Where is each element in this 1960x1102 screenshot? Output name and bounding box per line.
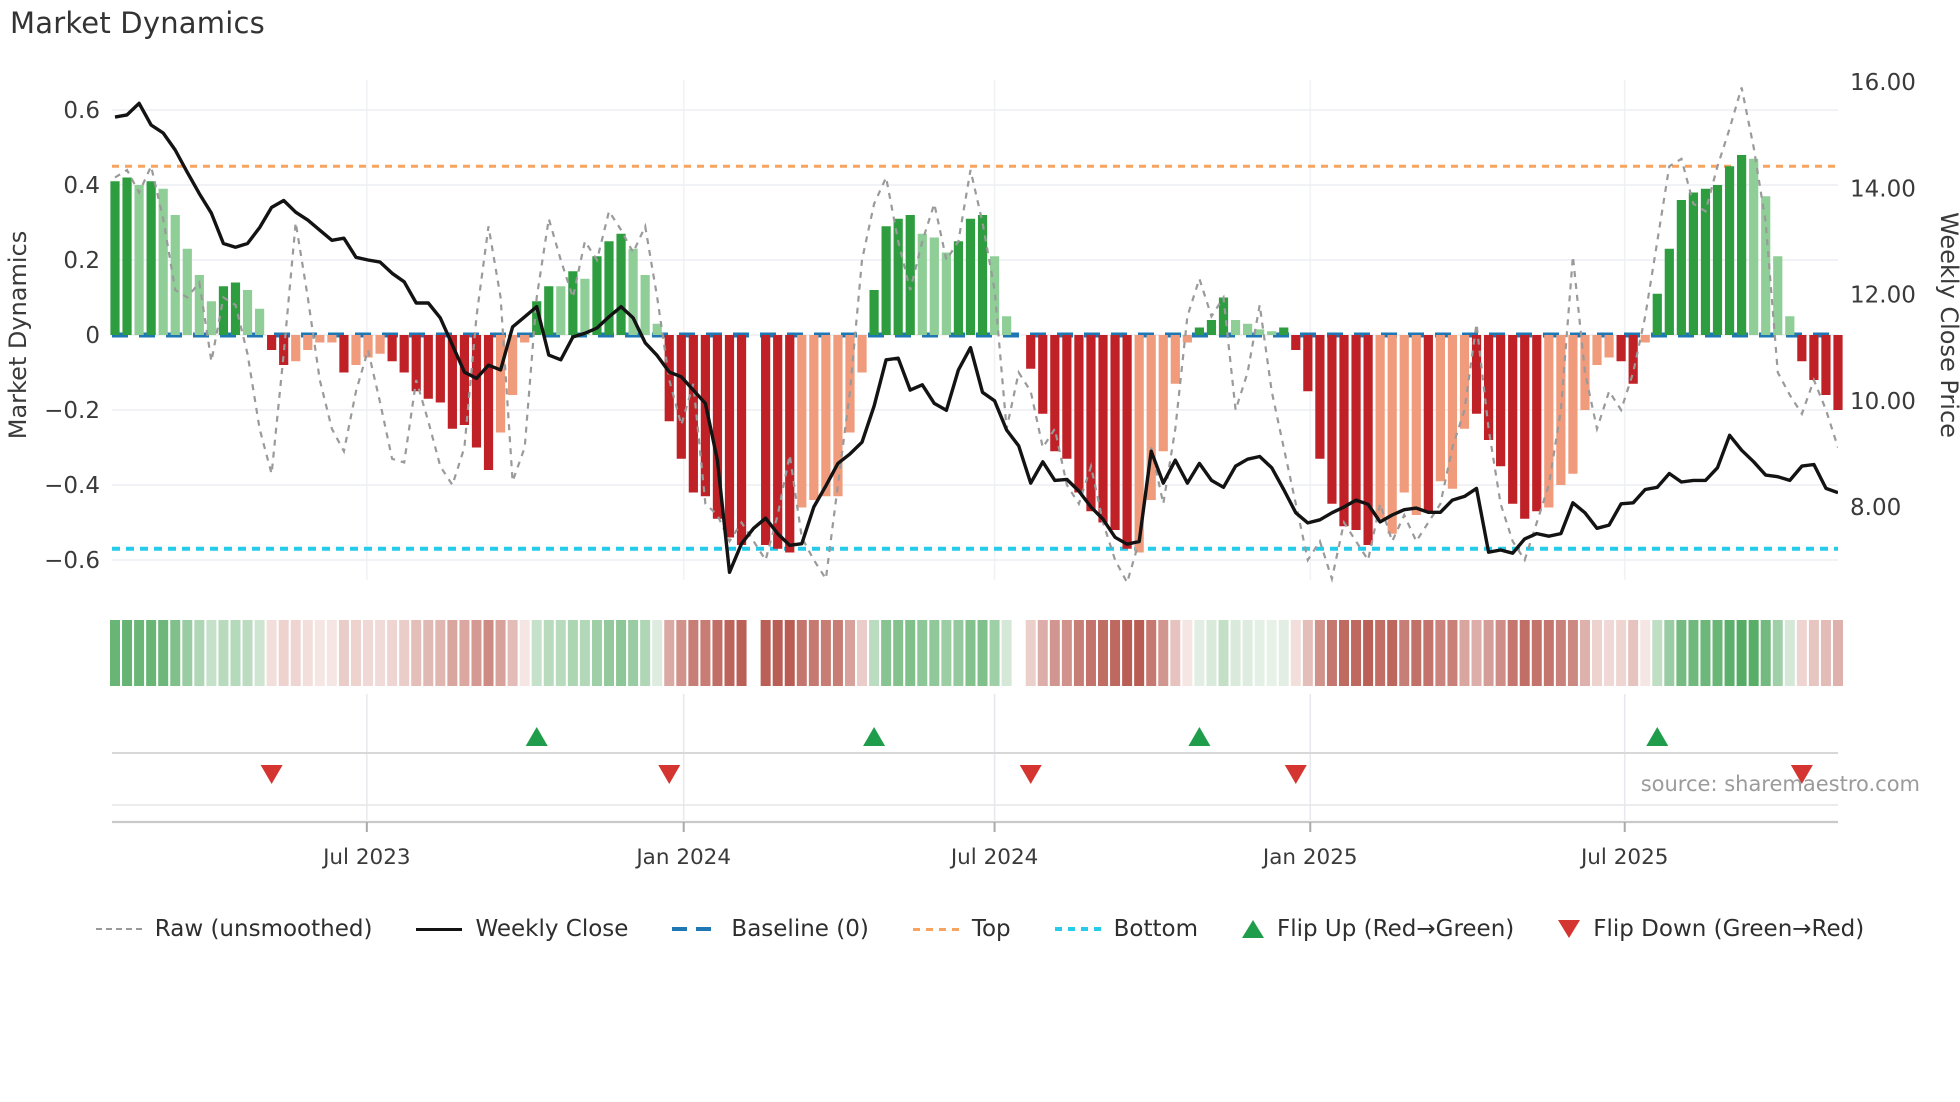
left-tick-label: 0.6	[63, 98, 100, 124]
right-tick-label: 8.00	[1850, 495, 1901, 521]
axis-titles: Market Dynamics Weekly Close Price	[4, 212, 1960, 439]
x-tick-label: Jul 2024	[949, 845, 1039, 870]
flip-down-triangle-icon	[1558, 920, 1581, 938]
flip-markers	[260, 727, 1813, 784]
chart-legend: Raw (unsmoothed) Weekly Close Baseline (…	[0, 916, 1960, 942]
weekly-close-line	[114, 101, 1838, 574]
legend-item-baseline: Baseline (0)	[672, 916, 869, 942]
flip-down-marker	[260, 765, 283, 784]
flip-down-marker	[1019, 765, 1042, 784]
left-tick-label: −0.4	[44, 473, 100, 499]
legend-item-bottom: Bottom	[1054, 916, 1199, 942]
left-tick-label: 0.2	[63, 248, 100, 274]
axis-tick-labels: 0.6 0.4 0.2 0 −0.2 −0.4 −0.6 16.00 14.00 12.00 10.…	[44, 70, 1916, 870]
legend-item-flip-up: Flip Up (Red→Green)	[1242, 916, 1514, 942]
left-tick-label: 0	[85, 323, 100, 349]
flip-down-marker	[658, 765, 681, 784]
legend-label: Top	[971, 916, 1011, 942]
marker-panel	[112, 694, 1838, 832]
baseline-dash-icon	[672, 927, 719, 931]
weekly-close-line-icon	[416, 927, 463, 931]
legend-label: Flip Up (Red→Green)	[1277, 916, 1515, 942]
legend-item-top: Top	[912, 916, 1011, 942]
right-tick-label: 16.00	[1850, 70, 1916, 96]
left-tick-label: −0.2	[44, 398, 100, 424]
x-tick-label: Jan 2025	[1261, 845, 1358, 870]
raw-line	[114, 87, 1838, 585]
legend-label: Raw (unsmoothed)	[154, 916, 373, 942]
legend-item-raw: Raw (unsmoothed)	[95, 916, 373, 942]
page-title: Market Dynamics	[10, 6, 265, 40]
flip-up-marker	[1188, 727, 1211, 746]
left-axis-title: Market Dynamics	[4, 231, 32, 439]
x-tick-label: Jul 2023	[321, 845, 411, 870]
flip-up-triangle-icon	[1242, 920, 1265, 938]
legend-label: Baseline (0)	[731, 916, 869, 942]
x-tick-label: Jan 2024	[634, 845, 731, 870]
chart-canvas: 0.6 0.4 0.2 0 −0.2 −0.4 −0.6 16.00 14.00 12.00 10.…	[4, 70, 1960, 870]
right-tick-label: 14.00	[1850, 176, 1916, 202]
flip-up-marker	[525, 727, 548, 746]
right-tick-label: 10.00	[1850, 389, 1916, 415]
source-attribution: source: sharemaestro.com	[1640, 772, 1920, 796]
right-axis-title: Weekly Close Price	[1935, 212, 1960, 438]
legend-label: Bottom	[1113, 916, 1199, 942]
flip-down-marker	[1790, 765, 1813, 784]
raw-line-icon	[95, 928, 142, 930]
legend-item-weekly-close: Weekly Close	[416, 916, 628, 942]
legend-label: Flip Down (Green→Red)	[1593, 916, 1865, 942]
legend-label: Weekly Close	[475, 916, 629, 942]
bottom-threshold-icon	[1054, 927, 1101, 931]
right-tick-label: 12.00	[1850, 283, 1916, 309]
oscillator-bars	[110, 155, 1843, 553]
flip-up-marker	[863, 727, 886, 746]
left-tick-label: −0.6	[44, 548, 100, 574]
top-threshold-icon	[912, 927, 959, 931]
flip-up-marker	[1646, 727, 1669, 746]
left-tick-label: 0.4	[63, 173, 100, 199]
flip-down-marker	[1284, 765, 1307, 784]
x-tick-label: Jul 2025	[1579, 845, 1669, 870]
heatmap-strip	[110, 620, 1843, 686]
legend-item-flip-down: Flip Down (Green→Red)	[1558, 916, 1864, 942]
